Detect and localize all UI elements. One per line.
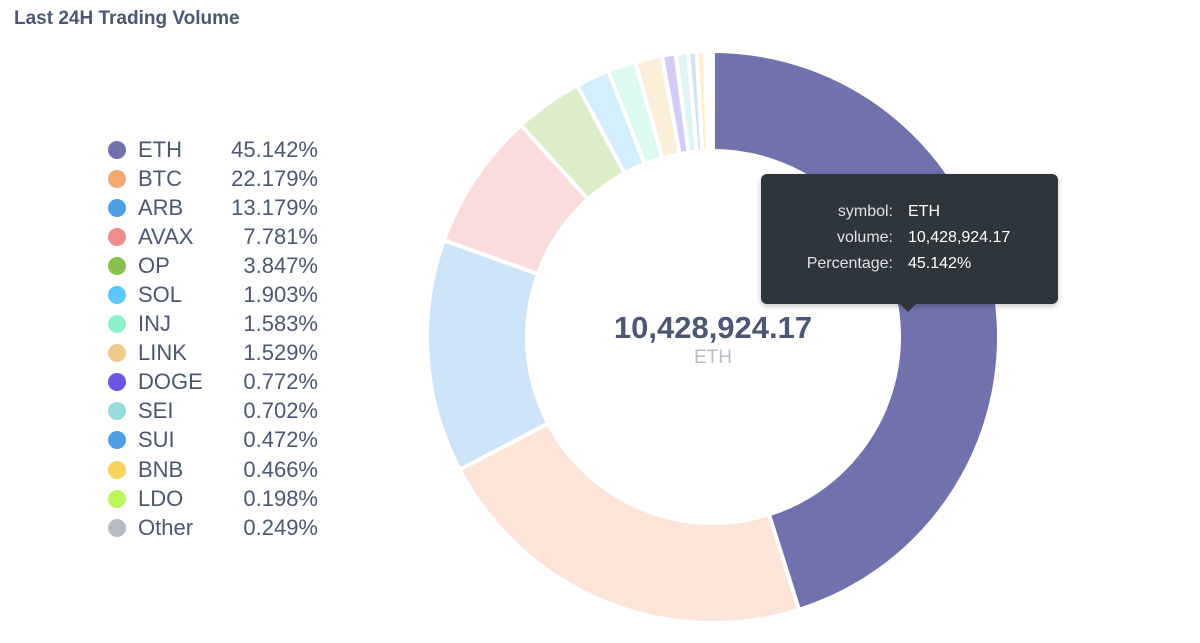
tooltip-key: Percentage: (806, 255, 893, 272)
tooltip-key: volume: (836, 229, 893, 246)
legend-percentage: 0.466% (243, 456, 318, 482)
slice-other[interactable] (706, 48, 715, 154)
legend-percentage: 1.903% (243, 282, 318, 308)
legend-label: LINK (138, 340, 187, 366)
legend-dot (108, 460, 126, 479)
legend-dot (108, 286, 126, 305)
tooltip-value: 45.142% (908, 255, 972, 272)
legend-label: ARB (138, 194, 184, 220)
tooltip-value: 10,428,924.17 (908, 229, 1011, 246)
legend-dot (108, 489, 126, 508)
legend-item-sui[interactable]: SUI 0.472% (108, 426, 318, 455)
legend-label: LDO (138, 485, 184, 511)
legend-dot (108, 198, 126, 217)
legend-item-op[interactable]: OP 3.847% (108, 251, 318, 280)
legend-item-doge[interactable]: DOGE 0.772% (108, 368, 318, 397)
legend-item-sei[interactable]: SEI 0.702% (108, 397, 318, 426)
legend-item-sol[interactable]: SOL 1.903% (108, 280, 318, 309)
tooltip-row: symbol: ETH (761, 203, 1058, 225)
legend-percentage: 0.472% (243, 427, 318, 453)
legend-dot (108, 315, 126, 334)
legend-label: INJ (138, 311, 171, 337)
legend-label: AVAX (138, 223, 194, 249)
legend-percentage: 1.529% (243, 340, 318, 366)
legend-percentage: 3.847% (243, 252, 318, 278)
legend-dot (108, 227, 126, 246)
legend-label: DOGE (138, 369, 203, 395)
tooltip-key: symbol: (837, 203, 893, 220)
legend-percentage: 0.198% (243, 485, 318, 511)
center-label: ETH (694, 347, 732, 368)
legend-label: ETH (138, 136, 182, 162)
legend-label: SEI (138, 398, 174, 424)
legend-dot (108, 344, 126, 363)
legend-item-eth[interactable]: ETH 45.142% (108, 135, 318, 164)
tooltip: symbol: ETH volume: 10,428,924.17 Percentage… (761, 174, 1058, 312)
legend-item-inj[interactable]: INJ 1.583% (108, 310, 318, 339)
legend-label: BNB (138, 456, 184, 482)
tooltip-row: Percentage: 45.142% (761, 255, 1058, 277)
slice-btc[interactable] (456, 420, 802, 625)
legend-percentage: 13.179% (231, 194, 318, 220)
legend-item-ldo[interactable]: LDO 0.198% (108, 484, 318, 513)
legend-label: SOL (138, 282, 183, 308)
tooltip-value: ETH (908, 203, 940, 220)
legend-label: BTC (138, 165, 182, 191)
center-value: 10,428,924.17 (613, 310, 813, 345)
legend-percentage: 0.249% (243, 514, 318, 540)
legend-label: OP (138, 252, 170, 278)
legend-percentage: 0.772% (243, 369, 318, 395)
legend-percentage: 22.179% (231, 165, 318, 191)
legend-dot (108, 256, 126, 275)
legend-dot (108, 140, 126, 159)
legend-percentage: 1.583% (243, 311, 318, 337)
legend: ETH 45.142% BTC 22.179% ARB 13.179% AVAX 7.781%… (108, 135, 318, 542)
legend-item-avax[interactable]: AVAX 7.781% (108, 222, 318, 251)
legend-item-bnb[interactable]: BNB 0.466% (108, 455, 318, 484)
chart-title: Last 24H Trading Volume (14, 8, 240, 29)
legend-dot (108, 431, 126, 450)
legend-dot (108, 402, 126, 421)
legend-label: Other (138, 514, 194, 540)
legend-label: SUI (138, 427, 175, 453)
legend-item-other[interactable]: Other 0.249% (108, 513, 318, 542)
legend-percentage: 0.702% (243, 398, 318, 424)
legend-item-arb[interactable]: ARB 13.179% (108, 193, 318, 222)
legend-item-btc[interactable]: BTC 22.179% (108, 164, 318, 193)
legend-item-link[interactable]: LINK 1.529% (108, 339, 318, 368)
legend-percentage: 45.142% (231, 136, 318, 162)
tooltip-row: volume: 10,428,924.17 (761, 229, 1058, 251)
legend-percentage: 7.781% (243, 223, 318, 249)
legend-dot (108, 373, 126, 392)
legend-dot (108, 169, 126, 188)
legend-dot (108, 518, 126, 537)
